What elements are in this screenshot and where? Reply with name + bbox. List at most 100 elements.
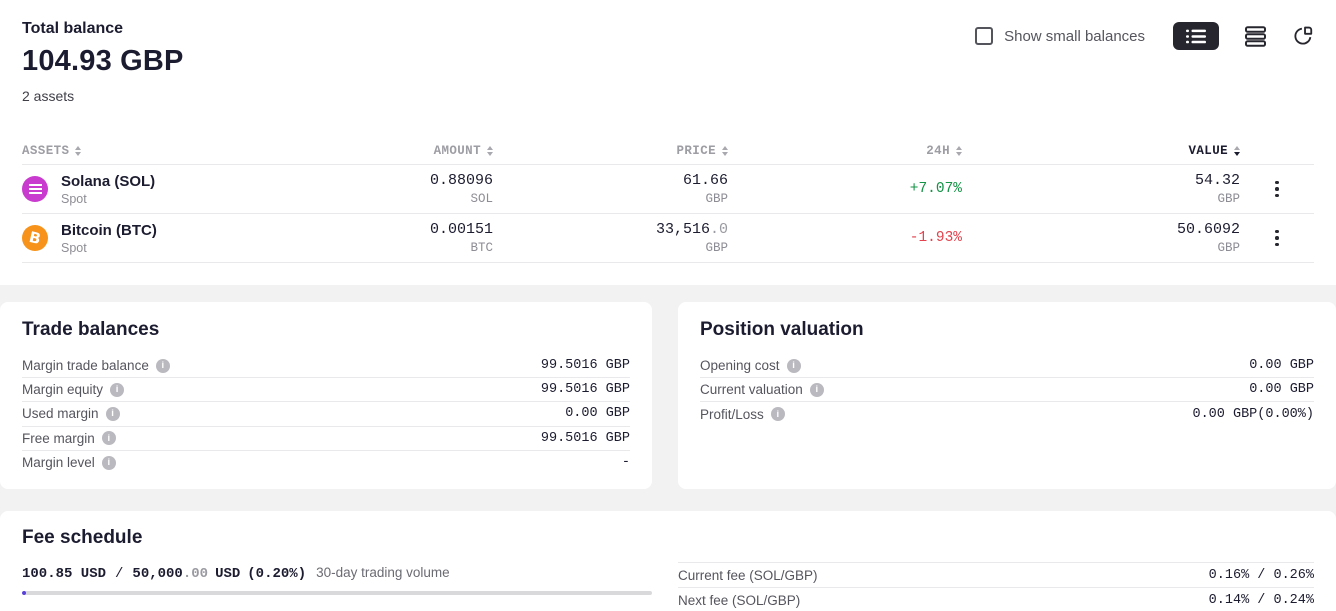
detail-row: Opening cost i 0.00 GBP bbox=[700, 354, 1314, 379]
price-minor-digits: .0 bbox=[709, 221, 728, 238]
detail-row: Margin equity i 99.5016 GBP bbox=[22, 378, 630, 403]
change-24h-cell: +7.07% bbox=[728, 181, 962, 197]
list-view-button[interactable] bbox=[1173, 22, 1219, 50]
total-balance-value: 104.93 GBP bbox=[22, 45, 184, 77]
value-amount: 50.6092 bbox=[1176, 221, 1240, 238]
detail-label: Profit/Loss bbox=[700, 406, 764, 422]
view-controls: Show small balances bbox=[975, 22, 1314, 50]
info-icon[interactable]: i bbox=[110, 382, 125, 397]
value-unit: GBP bbox=[1217, 241, 1240, 255]
trading-volume-block: 100.85 USD / 50,000 .00 USD (0.20%) 30-d… bbox=[22, 562, 652, 595]
column-header-value[interactable]: VALUE bbox=[962, 144, 1240, 158]
row-menu-kebab-icon[interactable] bbox=[1269, 224, 1285, 253]
amount-cell: 0.00151 BTC bbox=[302, 221, 493, 255]
pie-chart-icon bbox=[1292, 25, 1314, 47]
pie-view-button[interactable] bbox=[1292, 25, 1314, 47]
value-unit: GBP bbox=[1217, 192, 1240, 206]
change-24h-value: +7.07% bbox=[909, 181, 962, 197]
detail-row: Used margin i 0.00 GBP bbox=[22, 402, 630, 427]
rows-view-icon bbox=[1245, 25, 1266, 47]
info-icon[interactable]: i bbox=[786, 358, 801, 373]
fee-schedule-title: Fee schedule bbox=[22, 527, 143, 548]
detail-value: 99.5016 GBP bbox=[540, 358, 630, 374]
amount-value: 0.00151 bbox=[429, 221, 493, 238]
amount-unit: SOL bbox=[470, 192, 493, 206]
show-small-balances-checkbox[interactable] bbox=[975, 27, 994, 45]
change-24h-cell: -1.93% bbox=[728, 230, 962, 246]
asset-cell: Solana (SOL) Spot bbox=[22, 173, 302, 206]
volume-percent: (0.20%) bbox=[247, 566, 307, 582]
price-cell: 61.66 GBP bbox=[493, 172, 728, 206]
position-valuation-card: Position valuation Opening cost i 0.00 G… bbox=[678, 302, 1336, 489]
position-valuation-rows: Opening cost i 0.00 GBP Current valuatio… bbox=[700, 354, 1314, 427]
balances-overview-section: Total balance 104.93 GBP 2 assets Show s… bbox=[0, 0, 1336, 285]
detail-row: Margin level i - bbox=[22, 451, 630, 475]
row-menu-kebab-icon[interactable] bbox=[1269, 175, 1285, 204]
detail-value: 0.00 GBP(0.00%) bbox=[1192, 406, 1314, 422]
assets-count: 2 assets bbox=[22, 88, 75, 104]
value-cell: 54.32 GBP bbox=[962, 172, 1240, 206]
change-24h-value: -1.93% bbox=[909, 230, 962, 246]
balance-cards-row: Trade balances Margin trade balance i 99… bbox=[0, 302, 1336, 489]
volume-separator: / bbox=[115, 566, 124, 582]
info-icon[interactable]: i bbox=[770, 407, 785, 422]
info-icon[interactable]: i bbox=[809, 382, 824, 397]
detail-value: 0.00 GBP bbox=[1249, 382, 1314, 398]
position-valuation-title: Position valuation bbox=[700, 319, 864, 340]
detail-label: Used margin bbox=[22, 406, 99, 422]
asset-name: Bitcoin (BTC) bbox=[61, 221, 157, 239]
column-header-amount[interactable]: AMOUNT bbox=[302, 144, 493, 158]
fee-row: Current fee (SOL/GBP) 0.16% / 0.26% bbox=[678, 563, 1314, 588]
volume-progress-bar bbox=[22, 591, 652, 595]
show-small-balances-label[interactable]: Show small balances bbox=[1004, 27, 1145, 45]
column-header-24h[interactable]: 24H bbox=[728, 144, 962, 158]
amount-unit: BTC bbox=[470, 241, 493, 255]
asset-icon bbox=[22, 176, 48, 202]
info-icon[interactable]: i bbox=[101, 455, 116, 470]
volume-progress-fill bbox=[22, 591, 26, 595]
detail-value: 99.5016 GBP bbox=[540, 430, 630, 446]
detail-row: Current valuation i 0.00 GBP bbox=[700, 378, 1314, 403]
assets-table-header: ASSETS AMOUNT PRICE 24H VALUE bbox=[22, 137, 1314, 165]
fee-value: 0.16% / 0.26% bbox=[1208, 567, 1314, 583]
table-row[interactable]: Solana (SOL) Spot 0.88096 SOL 61.66 GBP … bbox=[22, 165, 1314, 214]
sort-icon bbox=[956, 145, 962, 156]
value-amount: 54.32 bbox=[1194, 172, 1240, 189]
detail-row: Profit/Loss i 0.00 GBP(0.00%) bbox=[700, 402, 1314, 426]
sort-icon bbox=[487, 145, 493, 156]
fee-value: 0.14% / 0.24% bbox=[1208, 592, 1314, 608]
trade-balances-card: Trade balances Margin trade balance i 99… bbox=[0, 302, 652, 489]
trade-balances-rows: Margin trade balance i 99.5016 GBP Margi… bbox=[22, 354, 630, 475]
info-icon[interactable]: i bbox=[105, 406, 120, 421]
assets-table: ASSETS AMOUNT PRICE 24H VALUE bbox=[22, 137, 1314, 263]
fee-schedule-card: Fee schedule 100.85 USD / 50,000 .00 USD… bbox=[0, 511, 1336, 611]
detail-label: Margin trade balance bbox=[22, 358, 149, 374]
volume-max-unit: USD bbox=[215, 566, 241, 582]
price-unit: GBP bbox=[705, 241, 728, 255]
detail-label: Free margin bbox=[22, 430, 95, 446]
list-view-icon bbox=[1186, 29, 1206, 44]
price-value: 33,516 bbox=[655, 221, 710, 238]
rows-view-button[interactable] bbox=[1245, 25, 1266, 47]
detail-value: 0.00 GBP bbox=[1249, 358, 1314, 374]
sort-icon bbox=[722, 145, 728, 156]
asset-cell: Bitcoin (BTC) Spot bbox=[22, 222, 302, 255]
detail-row: Margin trade balance i 99.5016 GBP bbox=[22, 354, 630, 379]
table-row[interactable]: Bitcoin (BTC) Spot 0.00151 BTC 33,516.0 … bbox=[22, 214, 1314, 263]
detail-value: - bbox=[621, 455, 630, 471]
detail-value: 99.5016 GBP bbox=[540, 382, 630, 398]
sort-icon bbox=[1234, 145, 1240, 156]
detail-label: Margin equity bbox=[22, 382, 104, 398]
asset-type: Spot bbox=[61, 191, 87, 206]
price-value: 61.66 bbox=[682, 172, 728, 189]
volume-max: 50,000 bbox=[132, 566, 183, 582]
asset-icon bbox=[22, 225, 48, 251]
volume-current: 100.85 USD bbox=[22, 566, 107, 582]
trade-balances-title: Trade balances bbox=[22, 319, 160, 340]
column-header-price[interactable]: PRICE bbox=[493, 144, 728, 158]
assets-table-body: Solana (SOL) Spot 0.88096 SOL 61.66 GBP … bbox=[22, 165, 1314, 263]
column-header-assets[interactable]: ASSETS bbox=[22, 144, 302, 158]
asset-type: Spot bbox=[61, 240, 87, 255]
info-icon[interactable]: i bbox=[155, 358, 170, 373]
info-icon[interactable]: i bbox=[101, 431, 116, 446]
